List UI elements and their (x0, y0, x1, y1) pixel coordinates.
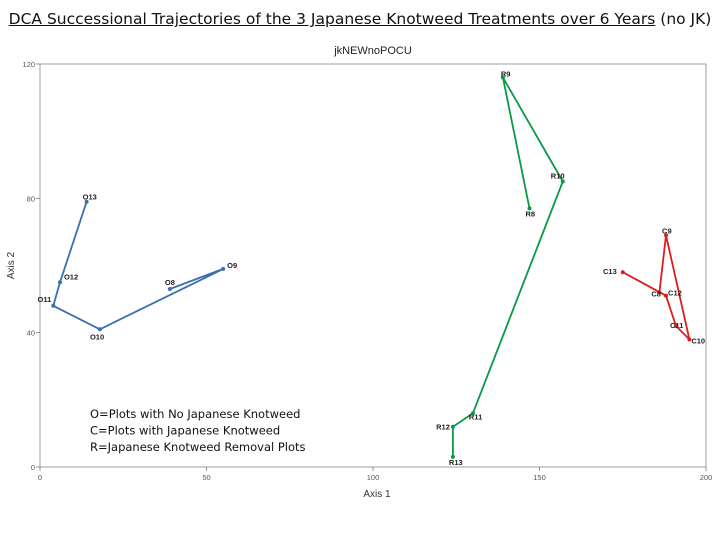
legend-line: R=Japanese Knotweed Removal Plots (90, 440, 306, 454)
data-point-r12 (450, 424, 455, 429)
point-label-r13: R13 (449, 458, 463, 467)
point-label-o12: O12 (64, 272, 78, 281)
point-label-r9: R9 (501, 69, 511, 78)
point-label-r12: R12 (436, 423, 450, 432)
data-point-o13 (84, 199, 89, 204)
y-tick-label: 80 (27, 194, 35, 203)
data-point-r13 (450, 454, 455, 459)
x-tick-label: 100 (367, 473, 380, 482)
point-label-c11: C11 (670, 321, 683, 330)
y-tick-label: 40 (27, 329, 35, 338)
point-label-o13: O13 (83, 193, 97, 202)
data-point-c12 (664, 293, 669, 298)
point-label-o9: O9 (227, 261, 237, 270)
y-tick-label: 0 (31, 463, 35, 472)
data-point-o10 (97, 327, 102, 332)
slide-title-main: DCA Successional Trajectories of the 3 J… (8, 10, 656, 28)
legend-line: C=Plots with Japanese Knotweed (90, 424, 280, 438)
trajectory-line-o (52, 201, 225, 331)
point-label-r11: R11 (469, 412, 482, 421)
data-point-c9 (664, 233, 669, 238)
point-label-c9: C9 (662, 226, 672, 235)
point-label-o11: O11 (38, 295, 52, 304)
point-label-o10: O10 (90, 332, 104, 341)
x-tick-label: 50 (202, 473, 210, 482)
legend-line: O=Plots with No Japanese Knotweed (90, 407, 300, 421)
point-label-c13: C13 (603, 267, 617, 276)
data-point-r11 (470, 411, 475, 416)
point-label-c8: C8 (651, 289, 661, 298)
data-point-o9 (221, 266, 226, 271)
x-tick-label: 200 (700, 473, 713, 482)
x-tick-label: 0 (38, 473, 42, 482)
x-axis-title: Axis 1 (363, 489, 391, 500)
point-label-c10: C10 (691, 336, 705, 345)
data-point-c13 (620, 270, 625, 275)
data-point-c8 (657, 290, 662, 295)
data-point-r8 (527, 206, 532, 211)
slide-title-suffix: (no JK) (660, 10, 712, 28)
slide-title: DCA Successional Trajectories of the 3 J… (0, 10, 720, 28)
x-tick-label: 150 (533, 473, 546, 482)
point-label-o8: O8 (165, 278, 175, 287)
y-tick-label: 120 (22, 60, 35, 69)
data-point-o12 (57, 280, 62, 285)
data-point-o8 (167, 287, 172, 292)
dca-chart: jkNEWnoPOCU 0 50 100 150 200 0 40 80 120 Axis 1 Axi… (6, 45, 713, 500)
data-point-o11 (51, 303, 56, 308)
chart-container: jkNEWnoPOCU 0 50 100 150 200 0 40 80 120 Axis 1 Axi… (0, 40, 720, 510)
data-point-c10 (687, 337, 692, 342)
point-label-r10: R10 (551, 172, 565, 181)
y-axis-title: Axis 2 (6, 251, 17, 279)
plot-title: jkNEWnoPOCU (333, 45, 412, 57)
data-point-c11 (674, 323, 679, 328)
data-point-r9 (500, 75, 505, 80)
trajectory-line-r (452, 76, 564, 457)
data-point-r10 (560, 179, 565, 184)
point-label-c12: C12 (668, 289, 682, 298)
point-label-r8: R8 (526, 209, 536, 218)
